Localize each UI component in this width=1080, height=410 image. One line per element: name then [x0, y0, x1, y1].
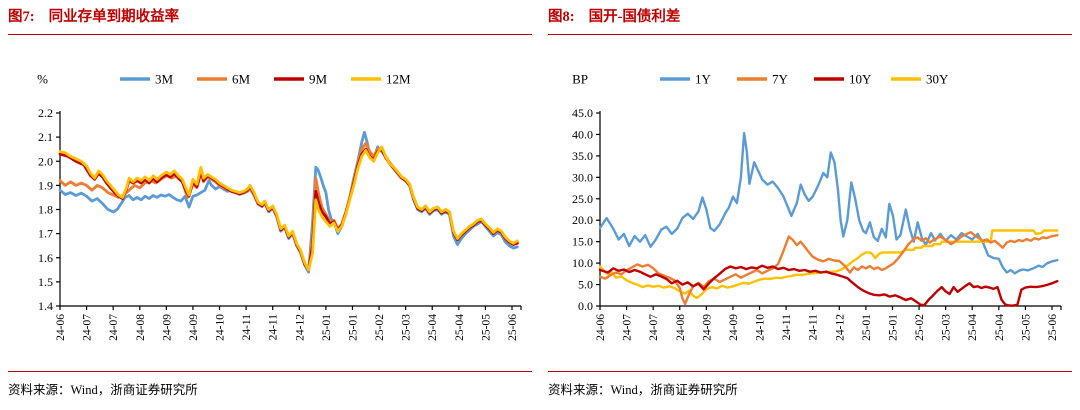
- figure-7-number: 图7:: [8, 9, 35, 25]
- series-line-3M: [58, 130, 519, 274]
- legend-label-30Y: 30Y: [926, 72, 949, 87]
- x-tick-label: 25-06: [1047, 314, 1059, 341]
- series-line-10Y: [598, 264, 1059, 307]
- cd-yield-line-chart: 3M 6M 9M 12M%2.22.12.01.91.81.71.61.51.424-…: [37, 72, 522, 341]
- y-tick-label: 1.4: [38, 299, 53, 313]
- x-tick-label: 24-06: [55, 314, 67, 341]
- legend-label-12M: 12M: [386, 72, 411, 87]
- x-tick-label: 25-01: [347, 314, 359, 341]
- y-tick-label: 25.0: [572, 192, 593, 206]
- y-tick-label: 5.0: [578, 278, 593, 292]
- x-tick-label: 25-01: [321, 314, 333, 341]
- x-tick-label: 25-04: [454, 314, 466, 341]
- figure-8-header: 图8: 国开-国债利差: [548, 8, 1072, 35]
- legend-label-9M: 9M: [309, 72, 328, 87]
- x-tick-label: 25-04: [967, 314, 979, 341]
- x-tick-label: 24-12: [294, 314, 306, 341]
- y-tick-label: 30.0: [572, 170, 593, 184]
- y-tick-label: 1.9: [38, 178, 53, 192]
- x-tick-label: 24-09: [161, 314, 173, 341]
- legend-label-6M: 6M: [232, 72, 251, 87]
- x-tick-label: 24-11: [268, 314, 280, 341]
- x-tick-label: 24-07: [622, 314, 634, 341]
- series-line-6M: [58, 141, 519, 271]
- x-tick-label: 24-08: [135, 314, 147, 341]
- x-tick-label: 25-04: [427, 314, 439, 341]
- x-tick-label: 25-04: [994, 314, 1006, 341]
- y-tick-label: 20.0: [572, 213, 593, 227]
- x-tick-label: 24-11: [808, 314, 820, 341]
- y-tick-label: 40.0: [572, 127, 593, 141]
- x-tick-label: 24-12: [834, 314, 846, 341]
- y-tick-label: 1.8: [38, 203, 53, 217]
- y-tick-label: 1.6: [38, 251, 53, 265]
- axes: 2.2 2.1 2.0 1.9 1.8 1.7 1.6 1.5 1.424-06 24-07 24-…: [38, 106, 522, 341]
- x-tick-label: 24-07: [108, 314, 120, 341]
- y-tick-label: 2.0: [38, 154, 53, 168]
- y-tick-label: 2.2: [38, 106, 53, 120]
- series-line-7Y: [598, 230, 1059, 306]
- figure-8-title: 国开-国债利差: [588, 9, 681, 25]
- figure-7-source: 资料来源：Wind，浙商证券研究所: [8, 371, 532, 398]
- x-tick-label: 24-09: [188, 314, 200, 341]
- x-tick-label: 25-03: [401, 314, 413, 341]
- figure-7-title: 同业存单到期收益率: [48, 9, 180, 25]
- series-lines: [58, 130, 519, 274]
- series-line-1Y: [598, 131, 1059, 275]
- chart-legend: 1Y 7Y 10Y 30Y: [660, 72, 949, 87]
- y-tick-label: 35.0: [572, 149, 593, 163]
- x-tick-label: 25-03: [941, 314, 953, 341]
- x-tick-label: 24-10: [755, 314, 767, 341]
- x-tick-label: 25-05: [480, 314, 492, 341]
- y-tick-label: 0.0: [578, 299, 593, 313]
- x-tick-label: 25-02: [374, 314, 386, 341]
- figure-8-source: 资料来源：Wind，浙商证券研究所: [548, 371, 1072, 398]
- axes: 45.040.035.030.025.020.015.010.05.00.024…: [572, 106, 1062, 341]
- legend-label-3M: 3M: [155, 72, 174, 87]
- x-tick-label: 24-11: [781, 314, 793, 341]
- legend-label-10Y: 10Y: [849, 72, 872, 87]
- x-tick-label: 25-06: [507, 314, 519, 341]
- x-tick-label: 25-02: [914, 314, 926, 341]
- figure-8-spread: 图8: 国开-国债利差 1Y 7Y 10Y 30Y BP 45.0 40.0 35.0 30.0 2…: [548, 0, 1072, 398]
- x-tick-label: 24-07: [648, 314, 660, 341]
- x-tick-label: 24-08: [675, 314, 687, 341]
- x-tick-label: 24-09: [701, 314, 713, 341]
- y-tick-label: 45.0: [572, 106, 593, 120]
- figure-columns: 图7: 同业存单到期收益率 3M 6M 9M 12M% 2.2 2.1 2.0 1.9 1.8 1.…: [8, 0, 1072, 398]
- series-lines: [598, 131, 1059, 307]
- figure-7-header: 图7: 同业存单到期收益率: [8, 8, 532, 35]
- x-tick-label: 25-05: [1020, 314, 1032, 341]
- legend-label-7Y: 7Y: [772, 72, 789, 87]
- x-tick-label: 24-10: [215, 314, 227, 341]
- x-tick-label: 24-06: [595, 314, 607, 341]
- series-line-12M: [58, 145, 519, 272]
- series-line-9M: [58, 147, 519, 272]
- y-tick-label: 10.0: [572, 256, 593, 270]
- x-tick-label: 24-09: [728, 314, 740, 341]
- y-tick-label: 2.1: [38, 130, 53, 144]
- y-axis-unit-label: %: [37, 72, 48, 87]
- y-axis-unit-label: BP: [572, 72, 588, 87]
- x-tick-label: 25-01: [861, 314, 873, 341]
- legend-label-1Y: 1Y: [695, 72, 712, 87]
- y-tick-label: 15.0: [572, 235, 593, 249]
- x-tick-label: 25-01: [887, 314, 899, 341]
- x-tick-label: 24-11: [241, 314, 253, 341]
- figure-8-number: 图8:: [548, 9, 575, 25]
- y-tick-label: 1.7: [38, 227, 53, 241]
- figure-7-cd-yield: 图7: 同业存单到期收益率 3M 6M 9M 12M% 2.2 2.1 2.0 1.9 1.8 1.…: [8, 0, 532, 398]
- chart-legend: 3M 6M 9M 12M: [120, 72, 411, 87]
- x-tick-label: 24-07: [82, 314, 94, 341]
- cdb-treasury-spread-line-chart: 1Y 7Y 10Y 30Y BP 45.0 40.0 35.0 30.0 25.0 20.0 15.0…: [572, 72, 1062, 341]
- y-tick-label: 1.5: [38, 275, 53, 289]
